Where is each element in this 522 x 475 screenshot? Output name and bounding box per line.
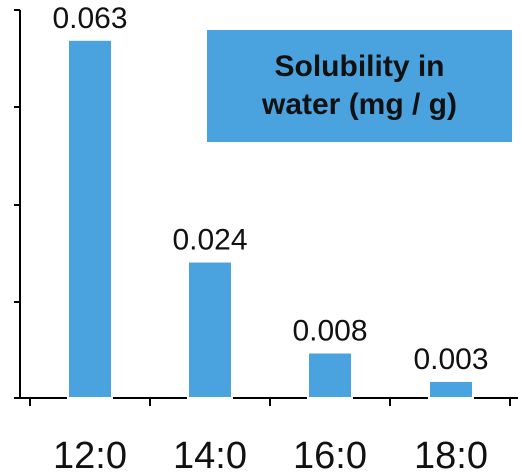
- chart-title-line-1: Solubility in: [274, 50, 445, 83]
- bars: [67, 38, 474, 400]
- value-label: 0.003: [413, 343, 488, 376]
- x-tick-label: 12:0: [53, 435, 127, 475]
- x-tick-label: 14:0: [173, 435, 247, 475]
- chart-title-line-2: water (mg / g): [261, 88, 457, 121]
- bar-16:0: [307, 351, 353, 399]
- x-tick-labels: 12:0 14:0 16:0 18:0: [53, 435, 488, 475]
- bar-12:0: [67, 38, 113, 400]
- value-label: 0.063: [52, 2, 127, 35]
- value-labels: 0.063 0.024 0.008 0.003: [52, 2, 488, 376]
- x-tick-label: 16:0: [293, 435, 367, 475]
- bar-18:0: [428, 379, 474, 400]
- value-label: 0.008: [292, 315, 367, 348]
- x-tick-label: 18:0: [414, 435, 488, 475]
- bar-14:0: [187, 260, 233, 399]
- value-label: 0.024: [172, 224, 247, 257]
- chart-title-box: Solubility in water (mg / g): [207, 30, 512, 142]
